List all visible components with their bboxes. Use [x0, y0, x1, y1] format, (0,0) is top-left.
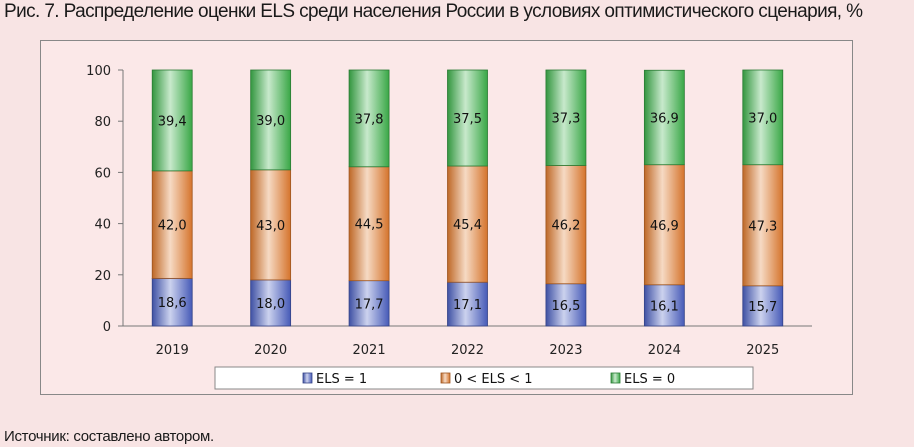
bar-segment-2020-s0: [250, 279, 292, 327]
y-tick-label: 60: [94, 166, 111, 181]
x-tick-label: 2020: [254, 343, 287, 358]
x-tick-label: 2023: [549, 343, 582, 358]
data-label: 37,5: [453, 112, 482, 127]
legend-swatch: [302, 372, 313, 384]
bar-segment-2021-s2: [348, 69, 390, 168]
bar-segment-2023-s2: [545, 69, 587, 166]
y-tick-label: 100: [86, 64, 111, 79]
legend-box: [214, 366, 754, 390]
data-label: 18,6: [158, 296, 187, 311]
data-label: 43,0: [256, 219, 285, 234]
bar-segment-2019-s0: [151, 277, 193, 327]
x-tick-label: 2019: [156, 343, 189, 358]
data-label: 47,3: [748, 219, 777, 234]
data-label: 36,9: [650, 111, 679, 126]
bar-segment-2024-s2: [643, 69, 685, 166]
data-label: 46,9: [650, 219, 679, 234]
stacked-bar-chart: 0 20 40 60 80 100 2019 2020 2021 2022 2023 2024 2025…: [86, 64, 812, 390]
x-tick-label: 2022: [451, 343, 484, 358]
bar-segment-2022-s2: [447, 69, 488, 167]
data-label: 37,0: [748, 111, 777, 126]
chart-area: 0 20 40 60 80 100 2019 2020 2021 2022 2023 2024 2025…: [40, 40, 853, 395]
figure-title: Рис. 7. Распределение оценки ELS среди н…: [4, 1, 863, 22]
data-label: 37,3: [551, 112, 580, 127]
legend-swatch: [440, 372, 451, 384]
data-label: 37,8: [355, 112, 384, 127]
data-label: 39,0: [256, 114, 285, 129]
data-label: 15,7: [748, 300, 777, 315]
y-tick-label: 40: [94, 218, 111, 233]
bar-segment-2022-s1: [447, 165, 488, 283]
bar-segment-2025-s2: [742, 69, 784, 166]
x-tick-label: 2024: [648, 343, 681, 358]
legend-swatch: [610, 372, 621, 384]
data-label: 17,7: [355, 297, 384, 312]
x-tick-label: 2021: [353, 343, 386, 358]
legend-label: 0 < ELS < 1: [454, 372, 533, 387]
data-label: 44,5: [355, 218, 384, 233]
data-label: 16,5: [551, 299, 580, 314]
legend-label: ELS = 1: [316, 372, 367, 387]
data-label: 42,0: [158, 219, 187, 234]
y-tick-label: 0: [103, 320, 111, 335]
bar-segment-2023-s0: [545, 283, 587, 327]
y-tick-label: 80: [94, 115, 111, 130]
bar-segment-2024-s1: [643, 164, 685, 286]
source-note: Источник: составлено автором.: [4, 428, 214, 445]
data-label: 18,0: [256, 297, 285, 312]
data-label: 16,1: [650, 299, 679, 314]
bar-segment-2022-s0: [447, 281, 488, 327]
y-tick-label: 20: [94, 269, 111, 284]
bar-segment-2019-s2: [151, 69, 193, 172]
bar-segment-2021-s1: [348, 166, 390, 282]
data-label: 17,1: [453, 298, 482, 313]
bar-segment-2019-s1: [151, 170, 193, 279]
data-label: 46,2: [551, 219, 580, 234]
bar-segment-2025-s1: [742, 164, 784, 287]
legend-label: ELS = 0: [624, 372, 675, 387]
bar-segment-2025-s0: [742, 285, 784, 327]
data-label: 45,4: [453, 218, 482, 233]
bar-segment-2020-s2: [250, 69, 292, 171]
data-label: 39,4: [158, 114, 187, 129]
bar-segment-2020-s1: [250, 169, 292, 281]
x-tick-label: 2025: [746, 343, 779, 358]
